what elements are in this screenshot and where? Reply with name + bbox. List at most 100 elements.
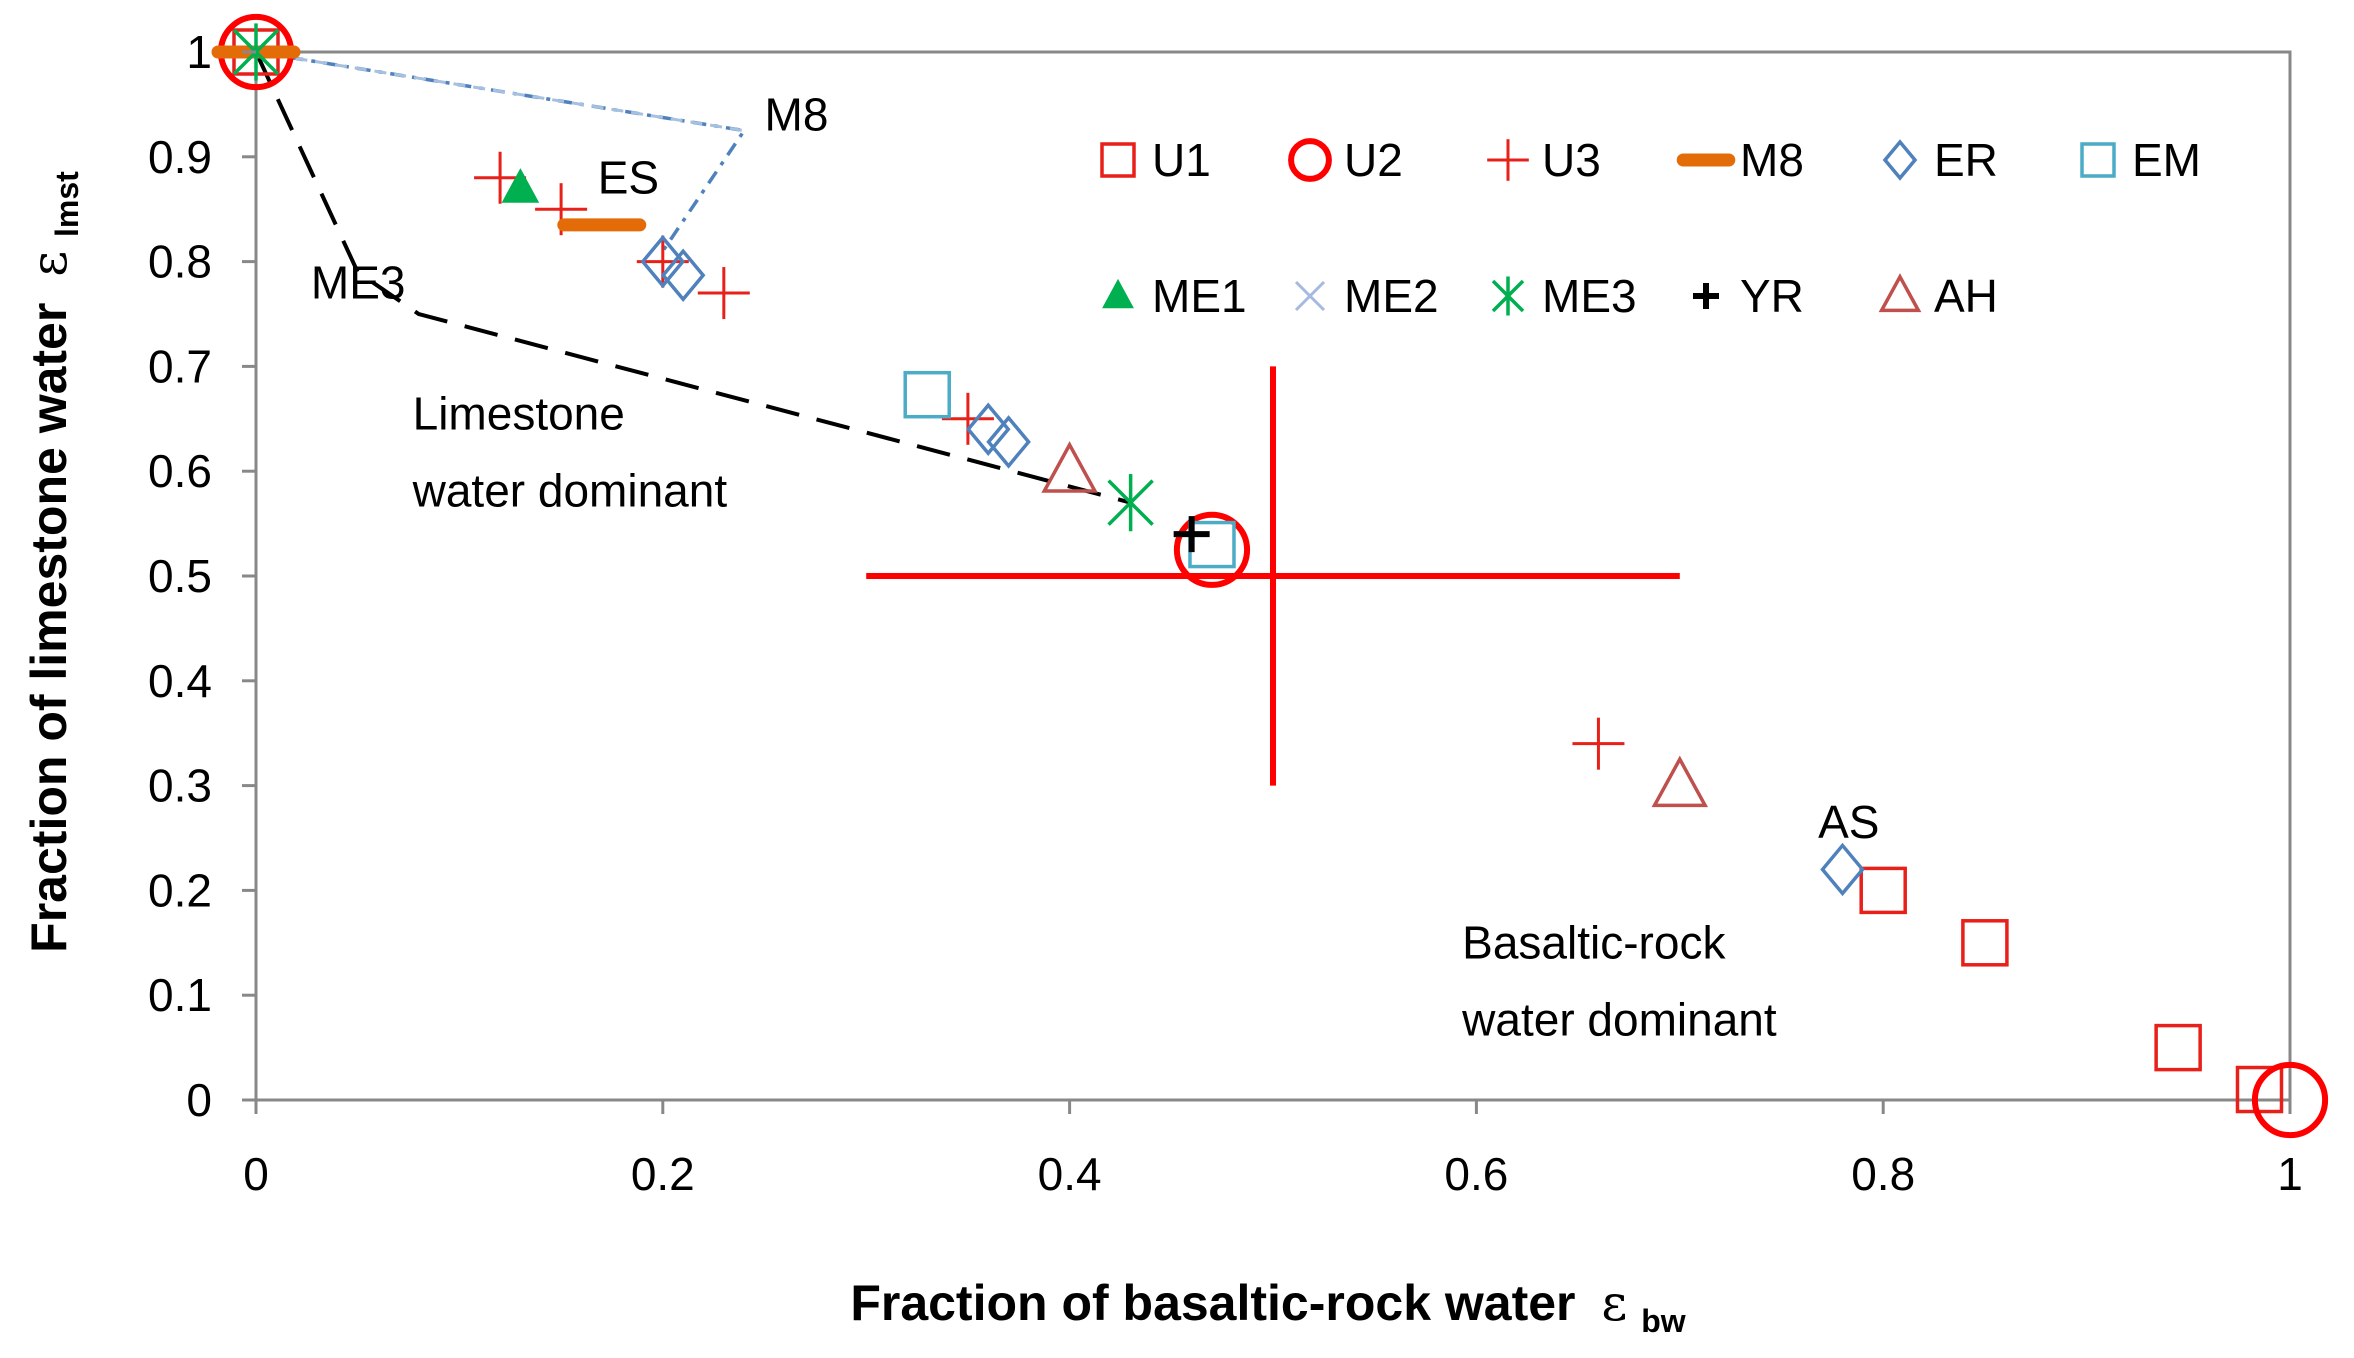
y-tick-label: 0.9: [148, 131, 212, 183]
y-axis-title-subscript: lmst: [49, 171, 85, 237]
annotation-1: ES: [598, 151, 659, 203]
square-shape: [1961, 919, 2009, 967]
legend-marker-ME1: [1102, 278, 1134, 309]
point-U3: [636, 235, 689, 288]
diamond-shape: [986, 415, 1031, 469]
legend-label-U3: U3: [1542, 134, 1601, 186]
series-ER: [640, 234, 1865, 897]
series-YR: [1173, 516, 1210, 553]
point-U2: [2251, 1061, 2329, 1139]
series-AH: [1041, 441, 1709, 808]
annotation-line: water dominant: [412, 464, 728, 516]
point-EM: [903, 370, 951, 419]
diamond-shape: [965, 402, 1011, 457]
legend-marker-EM: [2080, 142, 2116, 178]
triangle-filled-shape: [1102, 278, 1134, 309]
x-stroke-b: [1294, 280, 1326, 312]
legend-item-ME3: ME3: [1491, 270, 1637, 322]
point-YR: [1173, 516, 1210, 553]
circle-shape: [1173, 511, 1251, 588]
legend-marker-ME3: [1491, 276, 1525, 316]
x-axis-title: Fraction of basaltic-rock water ε bw: [850, 1274, 1685, 1339]
legend-marker-YR: [1693, 283, 1719, 309]
y-tick-label: 0.4: [148, 655, 212, 707]
diamond-shape: [1820, 842, 1865, 897]
legend-label-ME2: ME2: [1344, 270, 1439, 322]
square-shape: [903, 370, 951, 419]
y-axis-title-symbol: ε: [20, 251, 78, 277]
legend-label-ME1: ME1: [1152, 270, 1247, 322]
diamond-shape: [660, 248, 706, 302]
legend-label-ME3: ME3: [1542, 270, 1637, 322]
triangle-shape: [1651, 755, 1709, 808]
legend-label-AH: AH: [1934, 270, 1998, 322]
point-ME3: [1107, 474, 1154, 532]
triangle-shape: [1878, 273, 1922, 313]
legend-label-U2: U2: [1344, 134, 1403, 186]
legend-marker-U3: [1487, 139, 1529, 181]
annotation-line: Basaltic-rock: [1462, 917, 1726, 969]
legend-label-EM: EM: [2132, 134, 2201, 186]
legend-item-EM: EM: [2080, 134, 2201, 186]
square-shape: [1100, 142, 1136, 178]
point-AH: [1041, 441, 1098, 493]
point-ER: [640, 234, 686, 289]
line-M8-dashdot: [255, 50, 748, 253]
legend-marker-U1: [1100, 142, 1136, 178]
point-U3: [697, 267, 750, 320]
y-tick-label: 0.2: [148, 864, 212, 916]
x-axis-title-symbol: ε: [1601, 1274, 1627, 1332]
square-shape: [2080, 142, 2116, 178]
x-tick-label: 0.6: [1444, 1148, 1508, 1200]
y-tick-label: 1: [186, 26, 212, 78]
point-ER: [1820, 842, 1865, 897]
point-U3: [1572, 717, 1625, 770]
series-ME1: [501, 168, 540, 203]
line-ME3-mixing: [254, 51, 1132, 505]
y-tick-label: 0: [186, 1074, 212, 1126]
point-EM: [1188, 520, 1236, 569]
legend-marker-AH: [1878, 273, 1922, 313]
x-tick-label: 0: [243, 1148, 269, 1200]
legend-item-YR: YR: [1693, 270, 1804, 322]
triangle-filled-shape: [501, 168, 540, 203]
legend-marker-ER: [1882, 139, 1918, 181]
y-tick-label: 0.1: [148, 969, 212, 1021]
triangle-shape: [1041, 441, 1098, 493]
y-tick-label: 0.5: [148, 550, 212, 602]
y-tick-label: 0.7: [148, 340, 212, 392]
y-tick-label: 0.3: [148, 760, 212, 812]
point-AH: [1651, 755, 1709, 808]
annotation-5: Basaltic-rock water dominant: [1461, 917, 1777, 1046]
axis-ticks: 0 0.2 0.4 0.6 0.8 1 0 0.1 0.2 0.3 0.4 0.5 0.6 0.7 0.8 0…: [148, 26, 2303, 1200]
point-U2: [1173, 511, 1251, 588]
square-shape: [1859, 866, 1907, 915]
legend-marker-U2: [1288, 138, 1332, 182]
annotation-line: Limestone: [413, 387, 625, 439]
point-ER: [986, 415, 1031, 469]
point-U1: [1961, 919, 2009, 967]
x-axis-title-text: Fraction of basaltic-rock water: [850, 1275, 1575, 1331]
legend: U1 U2 U3 M8 ER EM ME1 ME2 ME3 YR AH: [1100, 134, 2201, 322]
series-U1: [232, 28, 2284, 1114]
legend-item-AH: AH: [1878, 270, 1998, 322]
legend-label-M8: M8: [1740, 134, 1804, 186]
mixing-lines: [254, 50, 1132, 505]
x-tick-label: 0.4: [1038, 1148, 1102, 1200]
legend-item-U3: U3: [1487, 134, 1601, 186]
legend-marker-ME2: [1294, 280, 1326, 312]
legend-item-U1: U1: [1100, 134, 1211, 186]
legend-label-U1: U1: [1152, 134, 1211, 186]
point-ER: [965, 402, 1011, 457]
point-ME1: [501, 168, 540, 203]
annotation-line: water dominant: [1461, 994, 1777, 1046]
annotation-4: Limestone water dominant: [412, 387, 728, 516]
square-shape: [2154, 1023, 2202, 1072]
legend-item-U2: U2: [1288, 134, 1403, 186]
y-tick-label: 0.8: [148, 236, 212, 288]
x-tick-label: 0.2: [631, 1148, 695, 1200]
legend-item-ME2: ME2: [1294, 270, 1439, 322]
x-axis-title-subscript: bw: [1641, 1303, 1686, 1339]
legend-item-ME1: ME1: [1102, 270, 1247, 322]
